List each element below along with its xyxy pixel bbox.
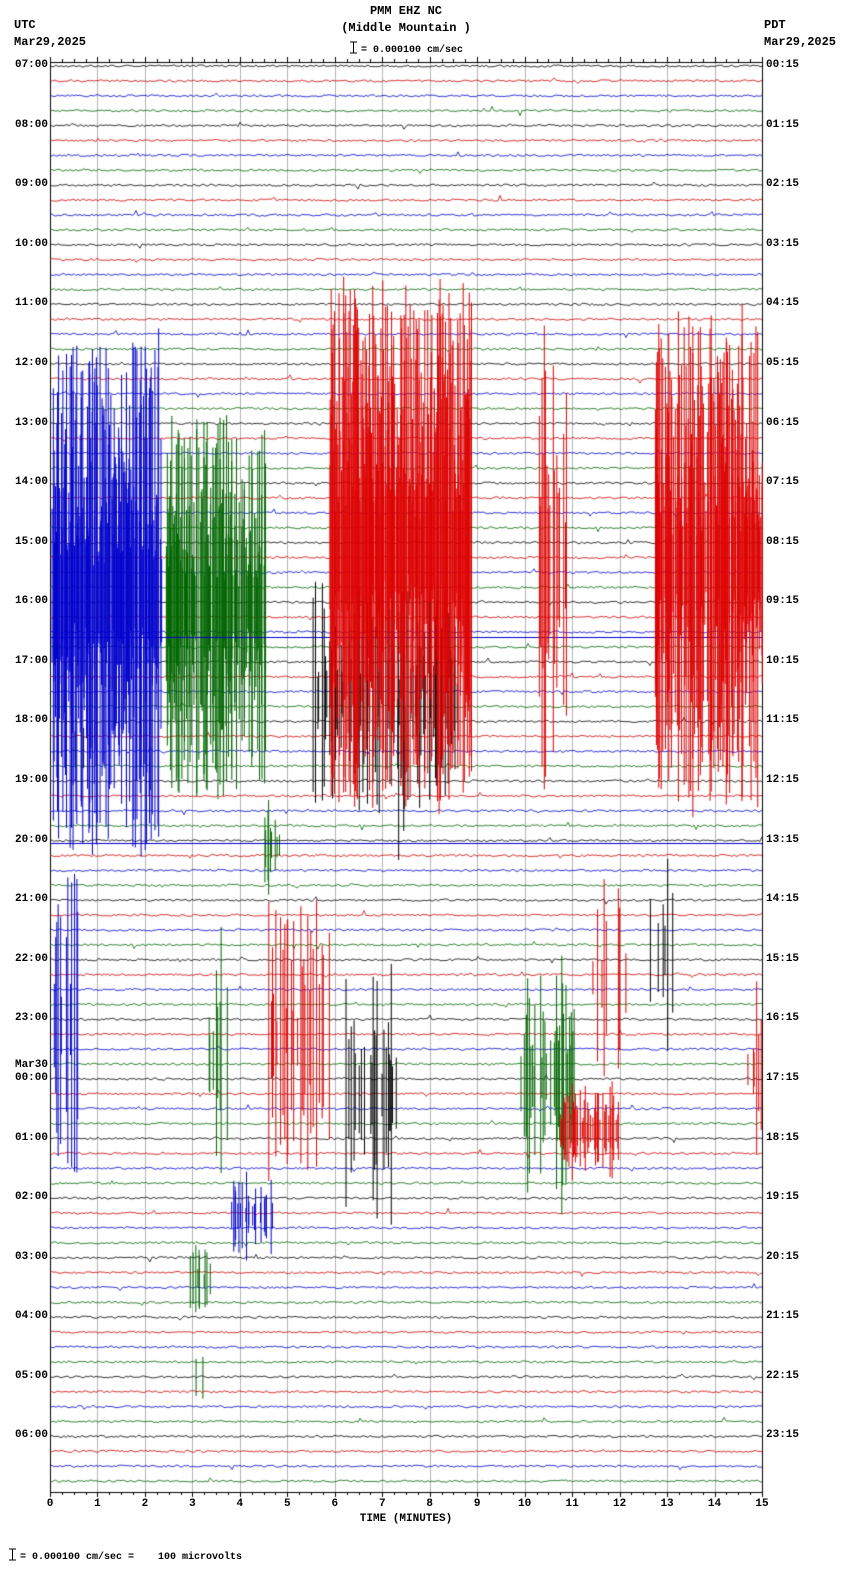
header-center: PMM EHZ NC (Middle Mountain ) = 0.000100… <box>0 4 812 56</box>
station-title: PMM EHZ NC <box>369 4 442 18</box>
scale-line: = 0.000100 cm/sec <box>0 41 812 56</box>
footer-scale-text: = 0.000100 cm/sec = 100 microvolts <box>20 1552 243 1563</box>
station-subtitle: (Middle Mountain ) <box>341 21 471 35</box>
footer-scale: = 0.000100 cm/sec = 100 microvolts <box>8 1548 242 1563</box>
left-timezone: UTC <box>14 18 36 32</box>
right-date: Mar29,2025 <box>764 35 837 49</box>
header-left: UTC Mar29,2025 <box>14 17 86 51</box>
footer-ibeam-icon <box>9 1548 16 1561</box>
amplitude-ibeam-icon <box>349 41 357 54</box>
right-timezone: PDT <box>764 18 786 32</box>
scale-text: = 0.000100 cm/sec <box>360 45 464 56</box>
left-date: Mar29,2025 <box>14 35 87 49</box>
header-right: PDT Mar29,2025 <box>764 17 836 51</box>
